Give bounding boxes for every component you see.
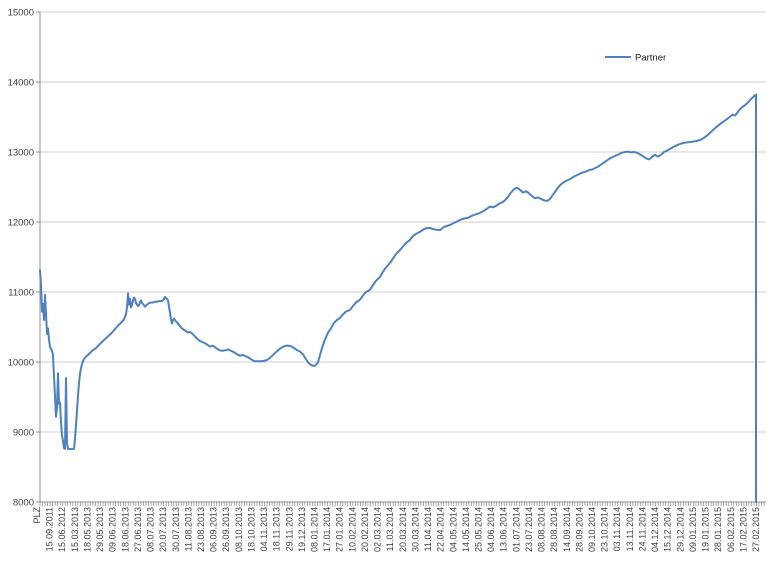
x-axis-label: 04.06.2014 [486, 507, 496, 552]
x-axis-label: 04.11.2013 [259, 507, 269, 551]
y-axis: 8000 9000 10000 11000 12000 13000 14000 15000 [8, 8, 766, 509]
x-axis-label: 17.01.2014 [322, 507, 332, 552]
x-axis-label: 25.05.2014 [473, 507, 483, 552]
x-axis-ticks [39, 502, 765, 506]
x-axis-label: 15.12.2014 [663, 507, 673, 552]
x-axis-label: 11.08.2013 [183, 507, 193, 551]
x-axis-label: 28.09.2014 [574, 507, 584, 552]
x-axis-label: 23.07.2014 [524, 507, 534, 552]
x-axis-label: 18.06.2013 [120, 507, 130, 552]
x-axis-label: 08.01.2014 [310, 507, 320, 552]
x-axis-label: PLZ [32, 507, 42, 524]
x-axis-label: 27.02.2015 [751, 507, 761, 552]
y-axis-label: 13000 [8, 148, 34, 159]
x-axis-label: 23.08.2013 [196, 507, 206, 552]
x-axis-label: 04.05.2014 [448, 507, 458, 552]
x-axis-label: 19.12.2013 [297, 507, 307, 552]
y-axis-label: 8000 [13, 498, 34, 509]
x-axis-label: 20.03.2014 [398, 507, 408, 552]
x-axis-labels: PLZ 15.09.2011 15.06.2012 15.03.2013 18.05.2… [32, 507, 761, 553]
y-axis-label: 9000 [13, 428, 34, 439]
x-axis-label: 26.09.2013 [221, 507, 231, 552]
x-axis-label: 09.06.2013 [108, 507, 118, 552]
x-axis-label: 10.02.2014 [347, 507, 357, 552]
x-axis-label: 18.11.2013 [272, 507, 282, 551]
x-axis-label: 30.03.2014 [410, 507, 420, 552]
x-axis-label: 13.11.2014 [625, 507, 635, 551]
x-axis-label: 14.09.2014 [562, 507, 572, 552]
x-axis-label: 15.09.2011 [45, 507, 55, 551]
y-axis-label: 14000 [8, 78, 34, 89]
x-axis-label: 24.11.2014 [637, 507, 647, 551]
y-axis-label: 10000 [8, 358, 34, 369]
x-axis-label: 08.08.2014 [537, 507, 547, 552]
x-axis-label: 11.04.2014 [423, 507, 433, 551]
x-axis-label: 09.10.2014 [587, 507, 597, 552]
x-axis-label: 15.03.2013 [70, 507, 80, 552]
series-line-partner [39, 93, 757, 503]
x-axis-label: 15.06.2012 [57, 507, 67, 552]
x-axis-label: 13.06.2014 [499, 507, 509, 552]
x-axis-label: 19.01.2015 [701, 507, 711, 552]
y-axis-label: 12000 [8, 218, 34, 229]
x-axis-label: 18.10.2013 [246, 507, 256, 552]
x-axis-label: 08.07.2013 [146, 507, 156, 552]
x-axis-label: 27.06.2013 [133, 507, 143, 552]
x-axis-label: 17.02.2015 [738, 507, 748, 552]
x-axis-label: 11.03.2014 [385, 507, 395, 551]
y-axis-label: 11000 [8, 288, 34, 299]
x-axis-label: 18.05.2013 [82, 507, 92, 552]
x-axis-label: 20.02.2014 [360, 507, 370, 552]
x-axis-label: 28.08.2014 [549, 507, 559, 552]
series-partner [39, 93, 757, 503]
x-axis-label: 02.03.2014 [373, 507, 383, 552]
x-axis-label: 04.12.2014 [650, 507, 660, 552]
x-axis-label: 06.09.2013 [209, 507, 219, 552]
x-axis-label: 03.11.2014 [612, 507, 622, 551]
legend-label: Partner [635, 53, 666, 64]
x-axis-label: 27.01.2014 [335, 507, 345, 552]
x-axis-label: 29.11.2013 [284, 507, 294, 551]
x-axis-label: 14.05.2014 [461, 507, 471, 552]
legend: Partner [605, 53, 666, 64]
x-axis-label: 28.01.2015 [713, 507, 723, 552]
x-axis-label: 20.07.2013 [158, 507, 168, 552]
x-axis-label: 08.10.2013 [234, 507, 244, 552]
x-axis-label: 23.10.2014 [600, 507, 610, 552]
x-axis-label: 29.05.2013 [95, 507, 105, 552]
x-axis-label: 01.07.2014 [511, 507, 521, 552]
x-axis-label: 22.04.2014 [436, 507, 446, 552]
x-axis-label: 09.01.2015 [688, 507, 698, 552]
x-axis-label: 06.02.2015 [726, 507, 736, 552]
x-axis-label: 29.12.2014 [675, 507, 685, 552]
y-axis-label: 15000 [8, 8, 34, 19]
gridlines [40, 11, 766, 433]
x-axis-label: 30.07.2013 [171, 507, 181, 552]
